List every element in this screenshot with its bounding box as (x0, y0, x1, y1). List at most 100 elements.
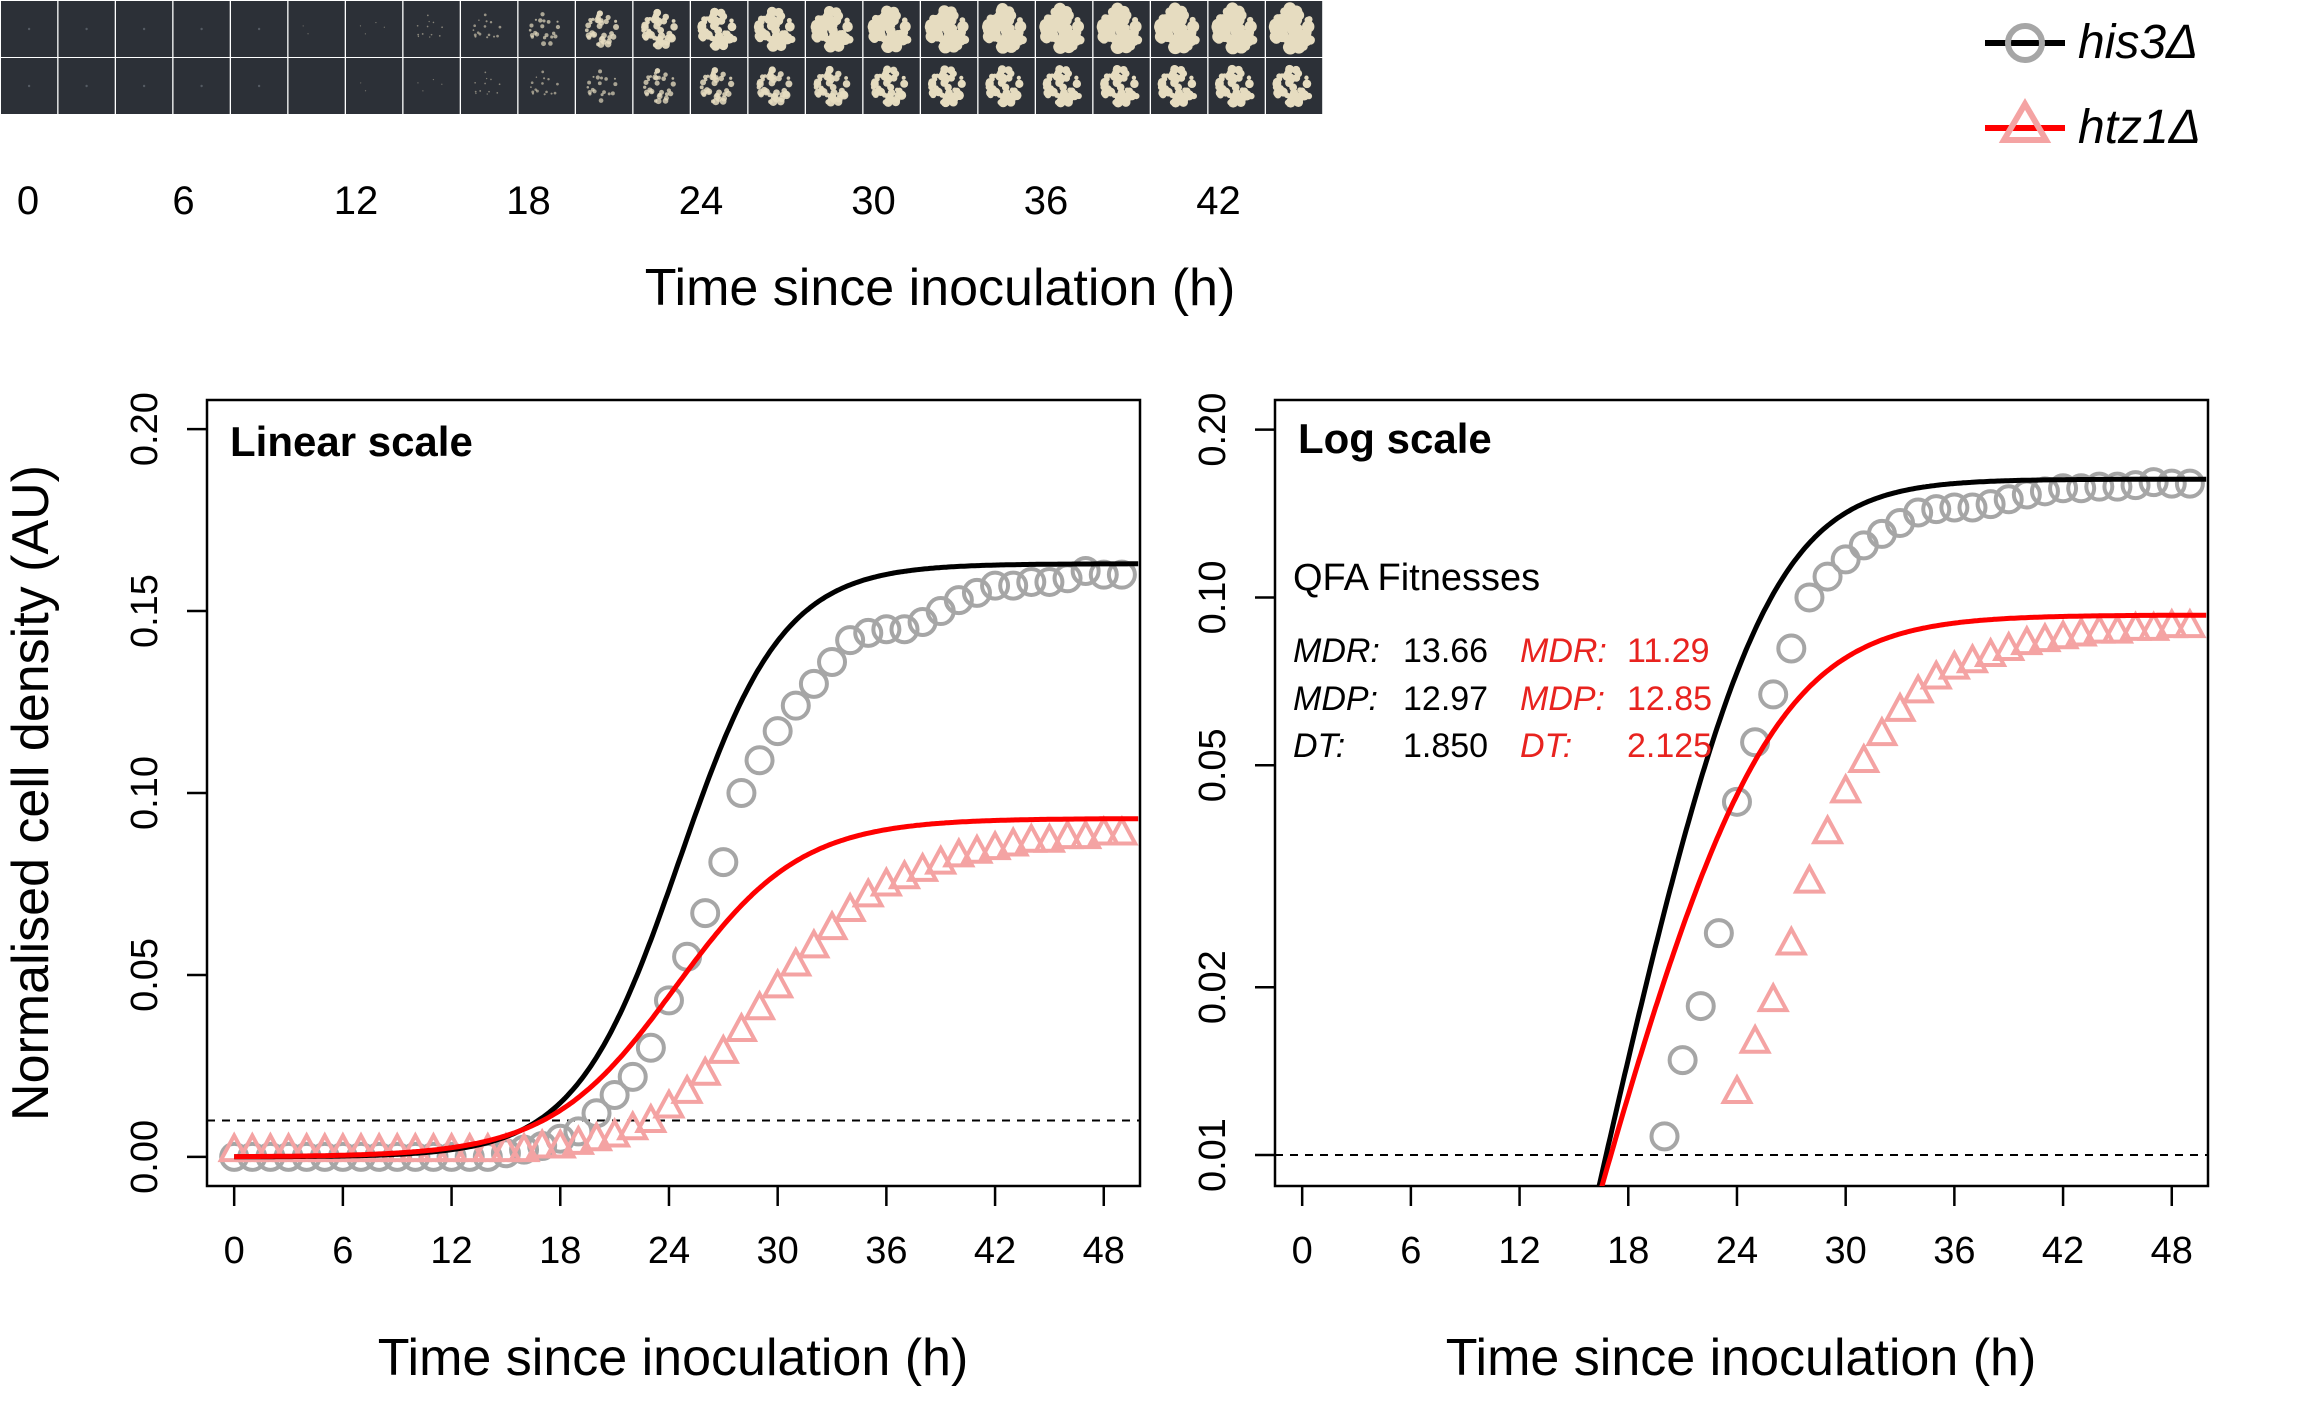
legend-triangle-marker (1998, 98, 2052, 143)
x-tick-label: 30 (1825, 1230, 1867, 1272)
his3-data-point (1812, 561, 1843, 592)
htz1-data-point (1847, 742, 1881, 774)
htz1-data-point (1032, 822, 1067, 853)
htz1-data-point (2064, 615, 2098, 647)
htz1-data-point (978, 829, 1012, 861)
htz1-data-point (634, 1102, 668, 1133)
his3-data-point (1776, 633, 1807, 664)
his3-data-point (2138, 467, 2169, 498)
htz1-data-point (1014, 822, 1048, 853)
strip-frame (1266, 1, 1323, 57)
his3-data-point (961, 577, 992, 608)
htz1-data-point (326, 1131, 360, 1163)
his3-data-point (1957, 492, 1988, 523)
y-tick-label: 0.01 (1192, 1118, 1234, 1192)
strip-frame (806, 58, 863, 114)
his3-data-point (635, 1032, 666, 1063)
his3-data-point (2102, 471, 2133, 502)
fit-curves (234, 561, 1139, 1160)
legend-label-htz1: htz1Δ (2078, 101, 2201, 154)
his3-data-point (871, 614, 902, 645)
htz1-fit-curve (1599, 612, 2207, 1186)
x-tick-label: 42 (974, 1230, 1016, 1272)
his3-data-point (980, 570, 1011, 601)
timelapse-strip (1, 1, 1323, 114)
strip-frame (576, 1, 633, 57)
htz1-data-point (724, 1011, 759, 1043)
strip-frame (1093, 1, 1150, 57)
strip-frame (978, 58, 1035, 114)
htz1-data-point (1774, 924, 1808, 956)
strip-time-label: 0 (17, 179, 39, 223)
x-tick-label: 12 (430, 1230, 472, 1272)
htz1-fit-curve (234, 816, 1139, 1160)
htz1-data-point (688, 1055, 722, 1086)
htz1-data-point (579, 1120, 614, 1152)
htz1-data-point (652, 1087, 686, 1119)
htz1-data-point (815, 909, 849, 941)
strip-frame (576, 58, 633, 114)
strip-time-label: 12 (334, 179, 379, 223)
legend: his3Δ htz1Δ (1985, 16, 2201, 154)
strip-time-label: 36 (1024, 179, 1069, 223)
strip-frame (518, 1, 575, 57)
his3-data-point (853, 617, 884, 648)
his3-data-point (744, 745, 775, 776)
strip-frame (1151, 58, 1208, 114)
strip-frame (806, 1, 863, 57)
y-tick-label: 0.10 (1192, 560, 1234, 634)
htz1-data-point (344, 1131, 378, 1163)
htz1-data-point (271, 1131, 306, 1163)
strip-frame (173, 58, 230, 114)
x-tick-label: 6 (332, 1230, 353, 1272)
his3-data-point (2066, 473, 2097, 504)
strip-frame (921, 58, 978, 114)
dt-value-his3: 1.850 (1403, 727, 1488, 765)
legend-entry-htz1: htz1Δ (1985, 98, 2201, 154)
his3-data-point (943, 585, 974, 616)
his3-data-point (1794, 582, 1825, 613)
qfa-title: QFA Fitnesses (1293, 557, 1540, 599)
y-tick-label: 0.00 (124, 1120, 166, 1194)
strip-frame (231, 1, 288, 57)
strip-frame (403, 1, 460, 57)
his3-data-point (1685, 991, 1716, 1022)
y-tick-label: 0.05 (124, 938, 166, 1012)
x-tick-label: 12 (1498, 1230, 1540, 1272)
y-tick-label: 0.20 (1192, 393, 1234, 467)
his3-data-point (708, 847, 739, 878)
htz1-data-point (507, 1131, 541, 1163)
htz1-data-point (706, 1033, 740, 1064)
x-axis-ticks: 0 6 12 18 24 30 36 42 48 (224, 1186, 1125, 1272)
strip-frame (1208, 1, 1265, 57)
his3-data-point (2011, 479, 2042, 510)
mdp-label-htz1: MDP: (1520, 680, 1605, 718)
dt-label-htz1: DT: (1520, 727, 1572, 765)
legend-circle-marker (2005, 23, 2045, 63)
htz1-data-point (525, 1127, 559, 1159)
y-axis-ticks: 0.00 0.05 0.10 0.15 0.20 (124, 392, 207, 1194)
htz1-data-point (2118, 610, 2153, 641)
htz1-data-point (489, 1131, 523, 1163)
x-tick-label: 0 (224, 1230, 245, 1272)
strip-frame (633, 58, 690, 114)
x-tick-label: 48 (2151, 1230, 2193, 1272)
htz1-data-point (2082, 612, 2116, 644)
his3-data-point (1939, 492, 1970, 523)
y-tick-label: 0.02 (1192, 950, 1234, 1024)
his3-data-point (762, 716, 793, 747)
his3-data-point (2120, 470, 2151, 501)
his3-data-point (617, 1061, 648, 1092)
htz1-data-point (362, 1131, 396, 1163)
strip-frame (518, 58, 575, 114)
htz1-data-point (1050, 818, 1085, 850)
y-tick-label: 0.20 (124, 392, 166, 466)
htz1-data-point (1829, 772, 1863, 804)
qfa-fitness-annotation: QFA Fitnesses MDR: 13.66 MDR: 11.29 MDP:… (1293, 557, 1712, 765)
panel-title: Log scale (1298, 415, 1492, 462)
his3-data-point (1034, 566, 1065, 597)
his3-data-point (889, 614, 920, 645)
his3-data-point (690, 898, 721, 929)
x-tick-label: 0 (1292, 1230, 1313, 1272)
his3-data-point (1993, 484, 2024, 515)
